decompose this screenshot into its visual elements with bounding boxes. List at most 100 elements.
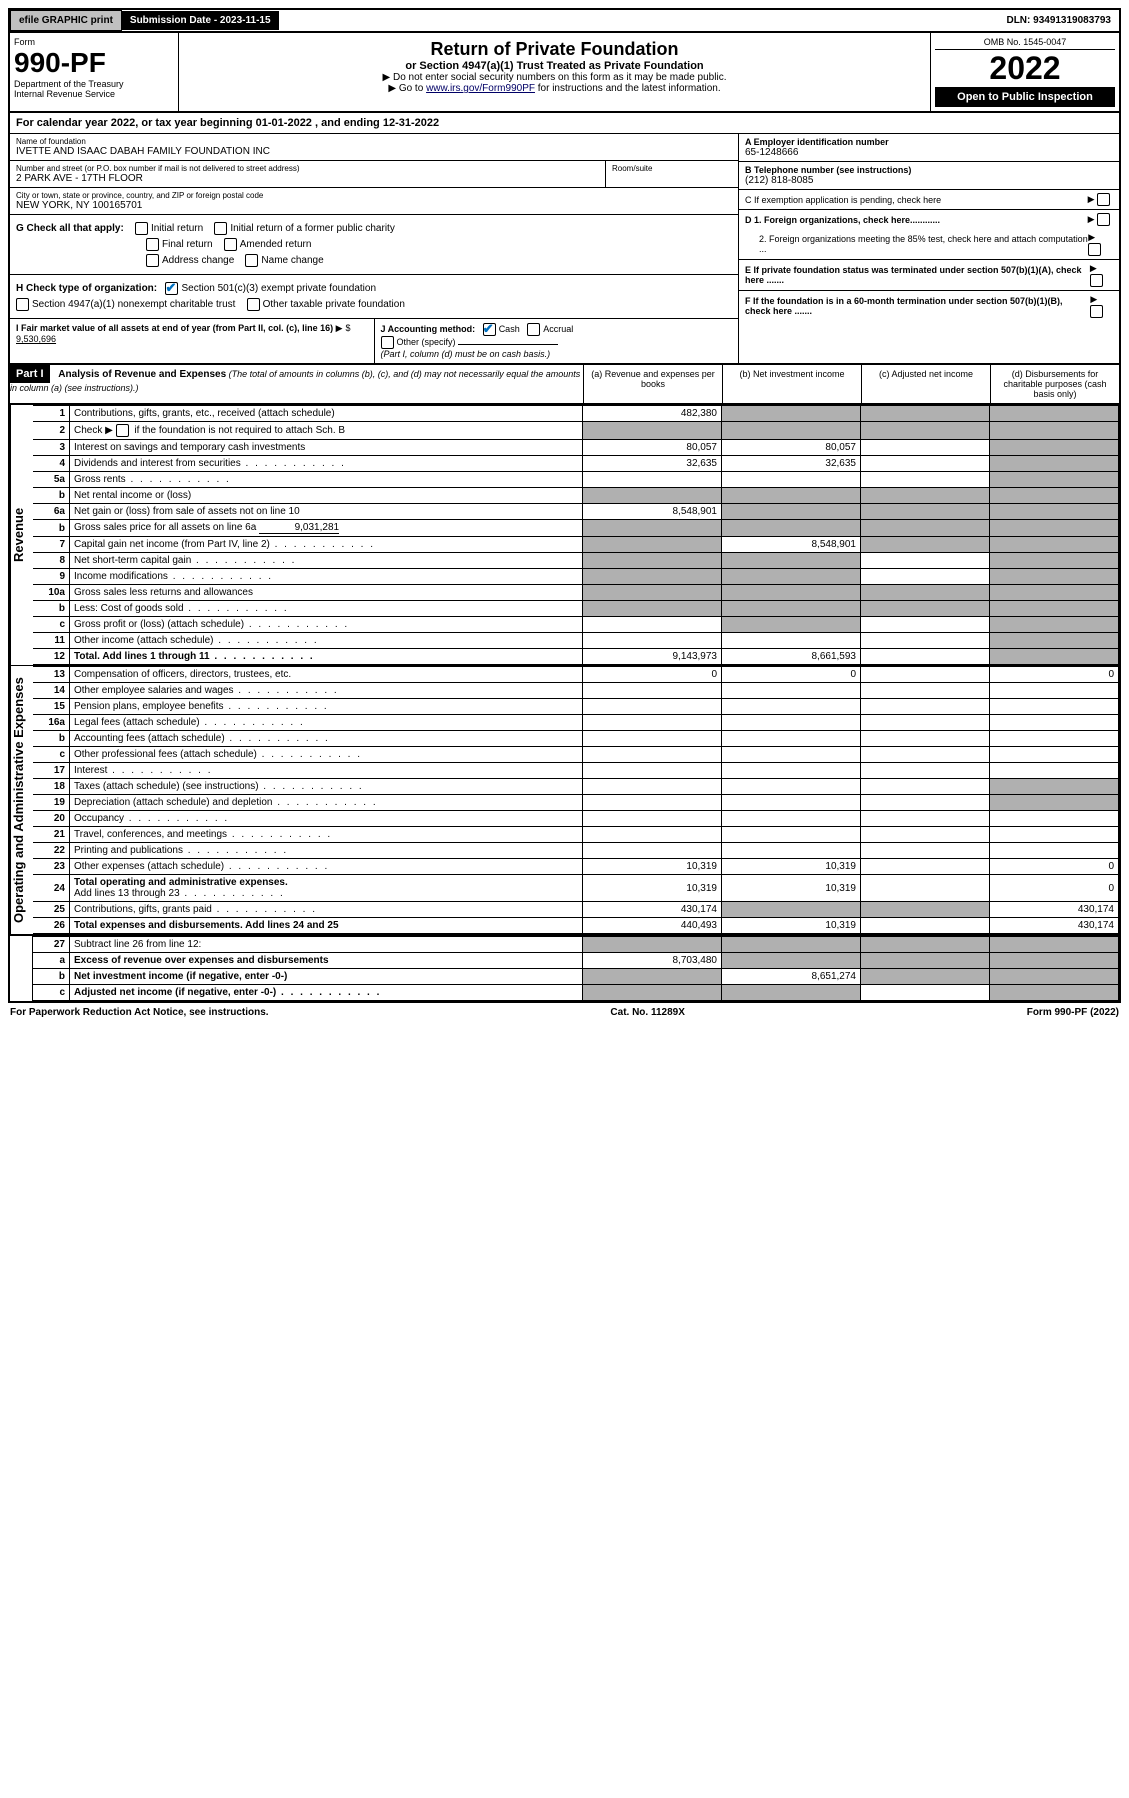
- checkbox-sch-b[interactable]: [116, 424, 129, 437]
- l6a-a: 8,548,901: [583, 504, 722, 520]
- l1-a: 482,380: [583, 406, 722, 422]
- link-post: for instructions and the latest informat…: [535, 83, 721, 94]
- l2-pre: Check ▶: [74, 425, 116, 436]
- room-cell: Room/suite: [605, 161, 738, 188]
- checkbox-initial-former[interactable]: [214, 222, 227, 235]
- l1-c-shade: [861, 406, 990, 422]
- line27-section: 27Subtract line 26 from line 12: aExcess…: [10, 934, 1119, 1001]
- cal-pre: For calendar year 2022, or tax year begi…: [16, 117, 256, 129]
- addr-label: Number and street (or P.O. box number if…: [16, 164, 599, 173]
- line-27b: bNet investment income (if negative, ent…: [33, 969, 1119, 985]
- line-15: 15Pension plans, employee benefits: [33, 699, 1119, 715]
- checkbox-other-method[interactable]: [381, 336, 394, 349]
- open-inspection: Open to Public Inspection: [935, 87, 1115, 107]
- line-26: 26Total expenses and disbursements. Add …: [33, 918, 1119, 934]
- checkbox-85pct-test[interactable]: [1088, 243, 1101, 256]
- city-state-zip: NEW YORK, NY 100165701: [16, 200, 732, 211]
- checkbox-final-return[interactable]: [146, 238, 159, 251]
- part1-header: Part I Analysis of Revenue and Expenses …: [10, 363, 1119, 404]
- j-cash: Cash: [499, 324, 520, 334]
- d2-label: 2. Foreign organizations meeting the 85%…: [745, 234, 1088, 254]
- tax-year: 2022: [935, 50, 1115, 87]
- instructions-link-row: ▶ Go to www.irs.gov/Form990PF for instru…: [185, 83, 924, 94]
- l25-a: 430,174: [583, 902, 722, 918]
- header-left: Form 990-PF Department of the Treasury I…: [10, 33, 179, 111]
- checkbox-60month[interactable]: [1090, 305, 1103, 318]
- ein-cell: A Employer identification number 65-1248…: [739, 134, 1119, 162]
- checkbox-exemption-pending[interactable]: [1097, 193, 1110, 206]
- l24-d: 0: [990, 875, 1119, 902]
- l4-a: 32,635: [583, 456, 722, 472]
- checkbox-foreign-org[interactable]: [1097, 213, 1110, 226]
- line-14: 14Other employee salaries and wages: [33, 683, 1119, 699]
- section-e: E If private foundation status was termi…: [739, 260, 1119, 291]
- l24-d1: Total operating and administrative expen…: [74, 877, 288, 888]
- foundation-name-cell: Name of foundation IVETTE AND ISAAC DABA…: [10, 134, 738, 161]
- city-label: City or town, state or province, country…: [16, 191, 732, 200]
- line-7: 7Capital gain net income (from Part IV, …: [33, 537, 1119, 553]
- blank-side: [10, 936, 33, 1001]
- checkbox-addr-change[interactable]: [146, 254, 159, 267]
- l2-post: if the foundation is not required to att…: [132, 425, 345, 436]
- l24-a: 10,319: [583, 875, 722, 902]
- line-23: 23Other expenses (attach schedule)10,319…: [33, 859, 1119, 875]
- line-10c: cGross profit or (loss) (attach schedule…: [33, 617, 1119, 633]
- line-16c: cOther professional fees (attach schedul…: [33, 747, 1119, 763]
- checkbox-cash[interactable]: [483, 323, 496, 336]
- l26-a: 440,493: [583, 918, 722, 934]
- line-10b: bLess: Cost of goods sold: [33, 601, 1119, 617]
- l24-b: 10,319: [722, 875, 861, 902]
- line-16a: 16aLegal fees (attach schedule): [33, 715, 1119, 731]
- checkbox-name-change[interactable]: [245, 254, 258, 267]
- line-12: 12Total. Add lines 1 through 119,143,973…: [33, 649, 1119, 665]
- checkbox-terminated[interactable]: [1090, 274, 1103, 287]
- address-cell: Number and street (or P.O. box number if…: [10, 161, 605, 188]
- checkbox-amended[interactable]: [224, 238, 237, 251]
- line-17: 17Interest: [33, 763, 1119, 779]
- street-address: 2 PARK AVE - 17TH FLOOR: [16, 173, 599, 184]
- instructions-link[interactable]: www.irs.gov/Form990PF: [426, 83, 535, 94]
- d1-label: D 1. Foreign organizations, check here..…: [745, 215, 940, 225]
- line-2: 2Check ▶ if the foundation is not requir…: [33, 422, 1119, 440]
- entity-right: A Employer identification number 65-1248…: [738, 134, 1119, 363]
- entity-left: Name of foundation IVETTE AND ISAAC DABA…: [10, 134, 738, 363]
- l13-a: 0: [583, 667, 722, 683]
- line-3: 3Interest on savings and temporary cash …: [33, 440, 1119, 456]
- l7-b: 8,548,901: [722, 537, 861, 553]
- section-c: C If exemption application is pending, c…: [739, 190, 1119, 210]
- line-27: 27Subtract line 26 from line 12:: [33, 937, 1119, 953]
- ein-label: A Employer identification number: [745, 137, 1113, 147]
- section-h: H Check type of organization: Section 50…: [10, 274, 738, 318]
- cal-begin: 01-01-2022: [256, 117, 312, 129]
- line-20: 20Occupancy: [33, 811, 1119, 827]
- footer-mid: Cat. No. 11289X: [610, 1007, 684, 1018]
- expenses-table: 13Compensation of officers, directors, t…: [33, 666, 1119, 934]
- dln: DLN: 93491319083793: [998, 11, 1119, 30]
- h-label: H Check type of organization:: [16, 283, 157, 294]
- cal-end: 12-31-2022: [383, 117, 439, 129]
- e-label: E If private foundation status was termi…: [745, 265, 1090, 285]
- form-title: Return of Private Foundation: [185, 39, 924, 60]
- line-27c: cAdjusted net income (if negative, enter…: [33, 985, 1119, 1001]
- form-number: 990-PF: [14, 47, 174, 79]
- line-10a: 10aGross sales less returns and allowanc…: [33, 585, 1119, 601]
- g-addr: Address change: [162, 255, 234, 266]
- checkbox-4947[interactable]: [16, 298, 29, 311]
- j-note: (Part I, column (d) must be on cash basi…: [381, 349, 551, 359]
- checkbox-501c3[interactable]: [165, 282, 178, 295]
- l27a-a: 8,703,480: [583, 953, 722, 969]
- checkbox-initial-return[interactable]: [135, 222, 148, 235]
- checkbox-accrual[interactable]: [527, 323, 540, 336]
- header-center: Return of Private Foundation or Section …: [179, 33, 930, 111]
- l12-a: 9,143,973: [583, 649, 722, 665]
- section-d2: 2. Foreign organizations meeting the 85%…: [739, 229, 1119, 260]
- line-1: 1Contributions, gifts, grants, etc., rec…: [33, 406, 1119, 422]
- l1-b-shade: [722, 406, 861, 422]
- g-amended: Amended return: [240, 239, 312, 250]
- line-5a: 5aGross rents: [33, 472, 1119, 488]
- section-d1: D 1. Foreign organizations, check here..…: [739, 210, 1119, 229]
- l23-b: 10,319: [722, 859, 861, 875]
- l3-a: 80,057: [583, 440, 722, 456]
- line-11: 11Other income (attach schedule): [33, 633, 1119, 649]
- checkbox-other-taxable[interactable]: [247, 298, 260, 311]
